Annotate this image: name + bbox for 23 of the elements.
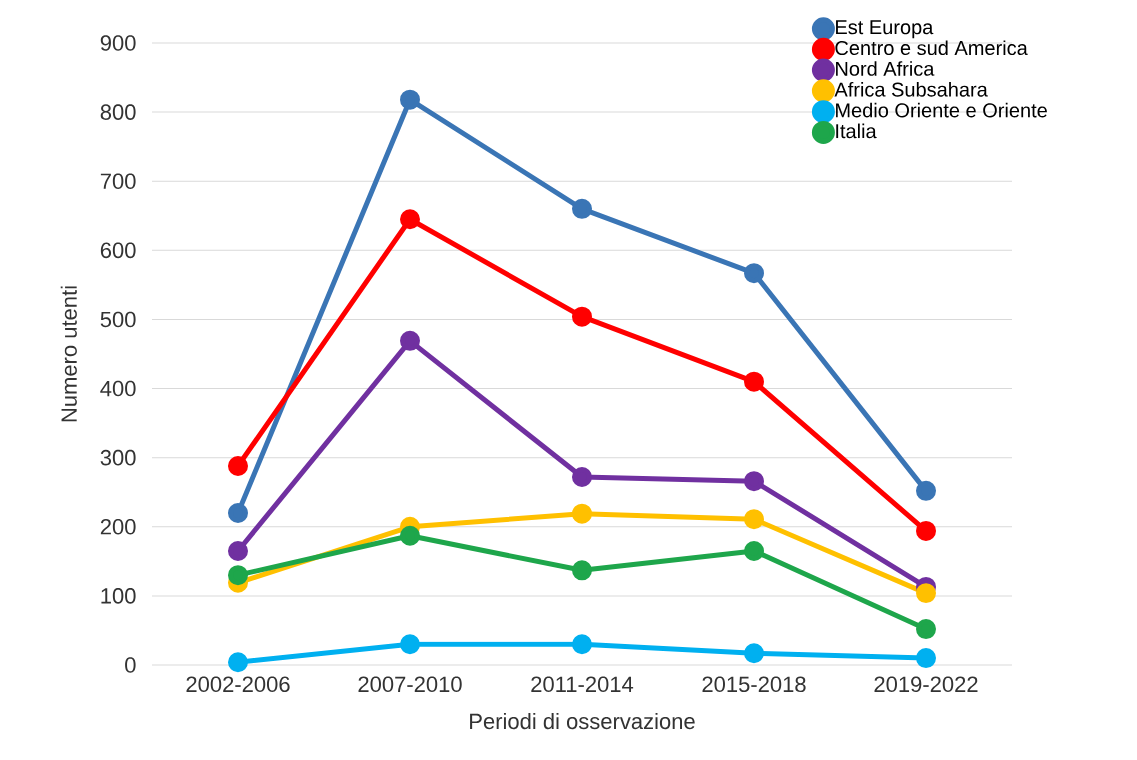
- legend-label: Est Europa: [836, 20, 934, 39]
- y-tick-label: 500: [100, 311, 136, 328]
- y-tick-label: 200: [100, 518, 136, 535]
- y-tick-label: 600: [100, 242, 136, 259]
- legend-label: Medio Oriente e Oriente: [836, 102, 1047, 118]
- y-tick-label: 700: [100, 173, 136, 190]
- y-tick-label: 800: [100, 104, 136, 120]
- x-tick-label: 2007-2010: [358, 676, 462, 693]
- y-tick-label: 300: [100, 449, 136, 466]
- legend-label: Nord Africa: [836, 61, 935, 76]
- legend-label: Centro e sud America: [835, 40, 1028, 56]
- x-tick-label: 2002-2006: [186, 676, 290, 693]
- y-tick-label: 400: [100, 380, 136, 397]
- x-tick-label: 2015-2018: [702, 676, 806, 693]
- y-tick-label: 0: [125, 657, 136, 673]
- y-tick-label: 900: [100, 35, 136, 51]
- x-tick-label: 2011-2014: [531, 676, 634, 693]
- x-axis-title: Periodi di osservazione: [470, 712, 695, 730]
- y-axis-title: Numero utenti: [60, 286, 77, 422]
- x-tick-label: 2019-2022: [874, 676, 978, 693]
- legend-label: Africa Subsahara: [834, 81, 988, 97]
- legend-label: Italia: [836, 123, 877, 139]
- y-tick-label: 100: [101, 588, 136, 604]
